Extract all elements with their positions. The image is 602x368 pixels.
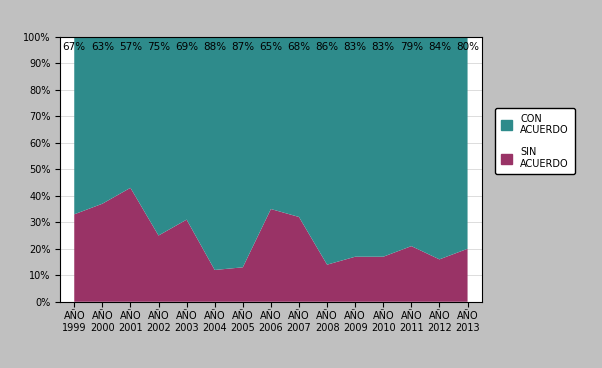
- Text: 86%: 86%: [315, 42, 339, 52]
- Legend: CON
ACUERDO, SIN
ACUERDO: CON ACUERDO, SIN ACUERDO: [495, 108, 575, 174]
- Text: 65%: 65%: [259, 42, 282, 52]
- Text: 75%: 75%: [147, 42, 170, 52]
- Text: 57%: 57%: [119, 42, 142, 52]
- Text: 79%: 79%: [400, 42, 423, 52]
- Text: 83%: 83%: [344, 42, 367, 52]
- Text: 68%: 68%: [287, 42, 311, 52]
- Text: 69%: 69%: [175, 42, 198, 52]
- Text: 88%: 88%: [203, 42, 226, 52]
- Text: 87%: 87%: [231, 42, 255, 52]
- Text: 83%: 83%: [371, 42, 395, 52]
- Text: 67%: 67%: [63, 42, 86, 52]
- Text: 84%: 84%: [428, 42, 451, 52]
- Text: 80%: 80%: [456, 42, 479, 52]
- Text: 63%: 63%: [91, 42, 114, 52]
